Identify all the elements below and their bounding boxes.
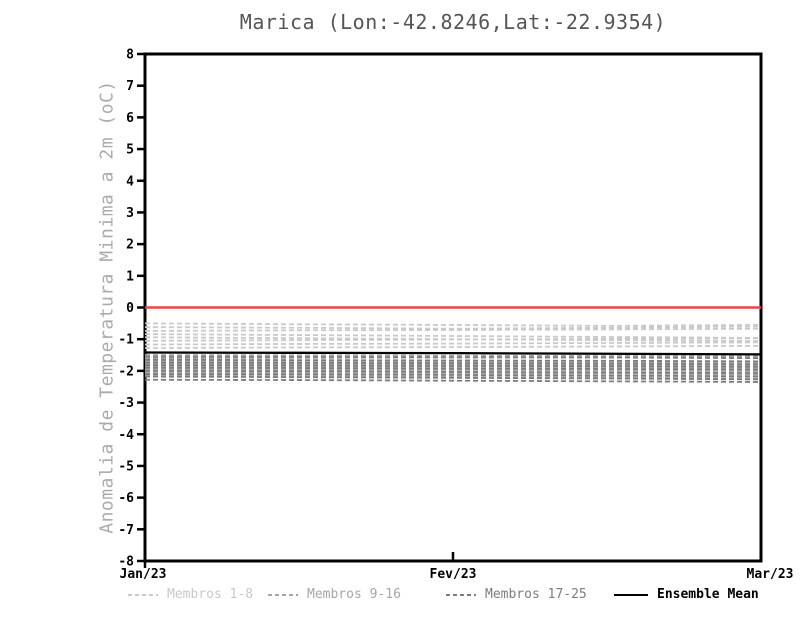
legend-label: Ensemble Mean xyxy=(657,587,759,602)
legend-dashed-line-sample xyxy=(128,593,158,596)
member-line-group-3 xyxy=(144,355,762,360)
y-tick-label: 0 xyxy=(126,301,134,316)
legend-item-1: Membros 1-8 xyxy=(128,588,253,601)
member-line-group-1 xyxy=(144,337,762,342)
y-tick-label: 2 xyxy=(126,238,134,253)
legend-item-4: Ensemble Mean xyxy=(614,588,759,601)
x-tick-label: Fev/23 xyxy=(430,567,477,582)
y-tick-label: 4 xyxy=(126,174,134,189)
legend-label: Membros 1-8 xyxy=(167,587,254,602)
member-line-group-2 xyxy=(144,365,762,369)
member-line-group-1 xyxy=(144,327,762,332)
member-line-group-2 xyxy=(144,371,762,376)
y-tick-label: -7 xyxy=(118,523,134,538)
member-line-group-1 xyxy=(144,325,762,330)
member-line-group-3 xyxy=(144,361,762,366)
legend-dashed-line-sample xyxy=(268,593,298,596)
chart-title: Marica (Lon:-42.8246,Lat:-22.9354) xyxy=(239,10,667,34)
y-tick-label: -2 xyxy=(118,364,134,379)
y-tick-label: 1 xyxy=(126,269,134,284)
member-line-group-1 xyxy=(144,344,762,349)
legend-dashed-line-sample xyxy=(446,593,476,596)
member-line-group-2 xyxy=(145,360,762,364)
y-tick-label: -8 xyxy=(118,555,134,570)
member-line-group-2 xyxy=(144,363,762,367)
member-line-group-3 xyxy=(144,369,762,374)
y-tick-label: 5 xyxy=(126,143,134,158)
member-line-group-1 xyxy=(144,333,762,339)
x-tick-label: Jan/23 xyxy=(120,567,167,582)
y-tick-label: -6 xyxy=(118,491,134,506)
member-line-group-2 xyxy=(144,354,762,357)
y-tick-label: 8 xyxy=(126,48,134,63)
legend-solid-line-sample xyxy=(614,593,648,596)
legend-item-3: Membros 17-25 xyxy=(446,588,587,601)
y-tick-label: 3 xyxy=(126,206,134,221)
legend-label: Membros 17-25 xyxy=(485,587,587,602)
x-tick-label: Mar/23 xyxy=(747,567,794,582)
legend-label: Membros 9-16 xyxy=(307,587,401,602)
member-line-group-1 xyxy=(144,341,762,346)
y-tick-label: 6 xyxy=(126,111,134,126)
y-tick-label: -5 xyxy=(118,459,134,474)
member-line-group-2 xyxy=(144,368,762,373)
member-line-group-2 xyxy=(144,374,762,380)
member-line-group-3 xyxy=(144,358,762,363)
member-line-group-1 xyxy=(144,322,762,327)
member-line-group-3 xyxy=(144,375,762,381)
y-tick-label: 7 xyxy=(126,79,134,94)
member-line-group-3 xyxy=(144,366,762,371)
y-tick-label: -3 xyxy=(118,396,134,411)
member-line-group-3 xyxy=(144,373,762,378)
member-line-group-3 xyxy=(144,364,762,368)
y-tick-label: -4 xyxy=(118,428,134,443)
y-tick-label: -1 xyxy=(118,333,134,348)
legend-item-2: Membros 9-16 xyxy=(268,588,401,601)
ensemble-mean-line xyxy=(144,351,762,356)
member-line-group-3 xyxy=(144,378,762,383)
